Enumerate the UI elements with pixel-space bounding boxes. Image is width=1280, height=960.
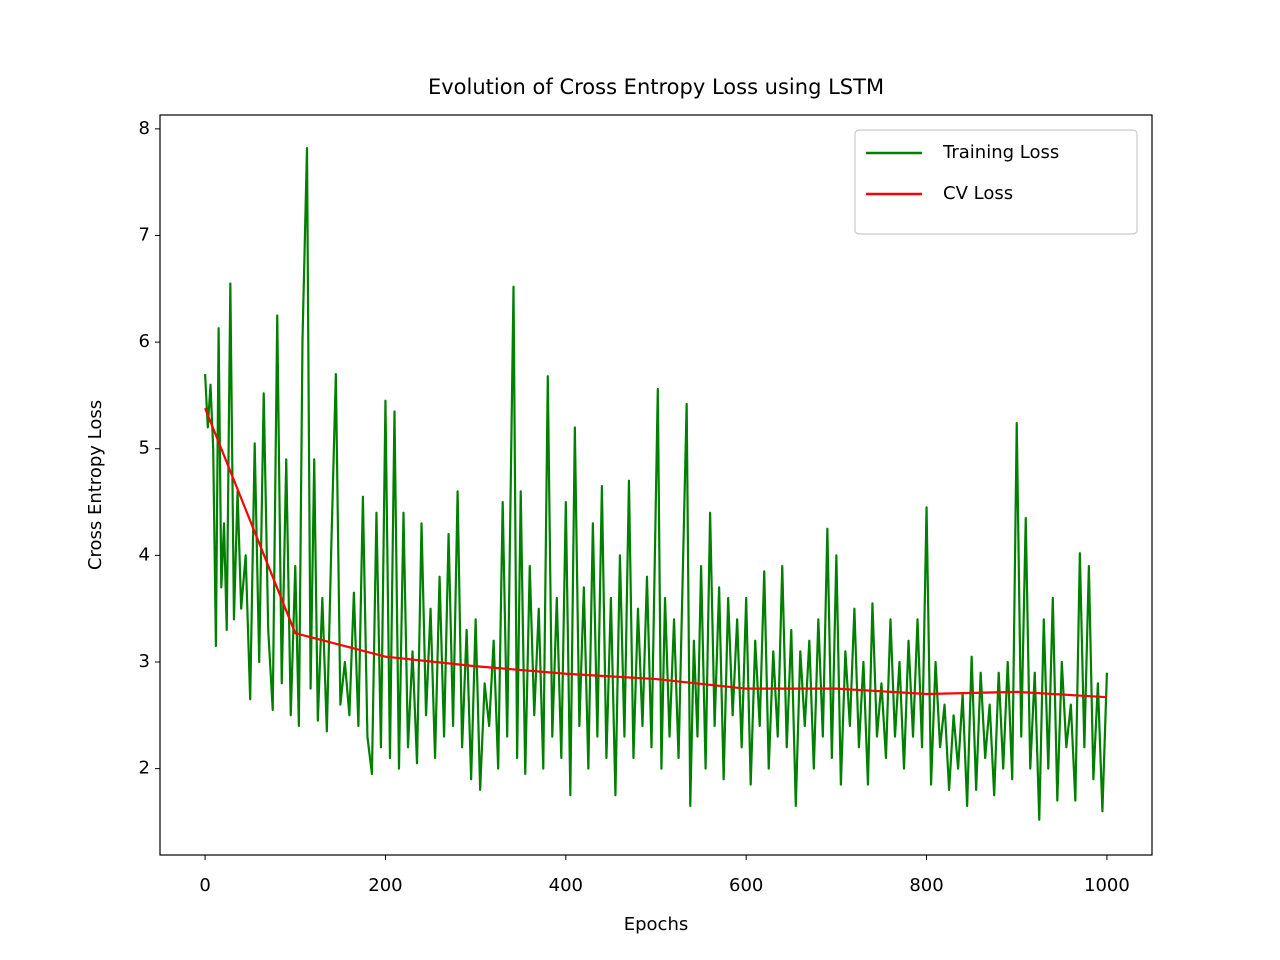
axes-frame — [159, 114, 1153, 856]
x-tick-label: 800 — [909, 875, 943, 896]
y-tick-label: 8 — [139, 118, 150, 139]
legend-box — [854, 129, 1138, 235]
x-axis-label: Epochs — [624, 914, 689, 935]
y-tick-label: 4 — [139, 544, 150, 565]
y-tick-label: 6 — [139, 331, 150, 352]
chart-title: Evolution of Cross Entropy Loss using LS… — [428, 75, 884, 99]
y-tick-label: 2 — [139, 758, 150, 779]
x-tick-label: 200 — [368, 875, 402, 896]
x-tick-label: 600 — [729, 875, 763, 896]
line-series — [204, 407, 1107, 699]
y-axis-label: Cross Entropy Loss — [85, 400, 106, 570]
y-tick-label: 5 — [139, 438, 150, 459]
x-tick-label: 1000 — [1084, 875, 1130, 896]
y-tick-label: 7 — [139, 224, 150, 245]
y-tick-label: 3 — [139, 651, 150, 672]
x-tick-label: 0 — [199, 875, 210, 896]
line-series — [203, 146, 1109, 821]
legend-label: Training Loss — [942, 142, 1059, 163]
legend-label: CV Loss — [943, 183, 1013, 204]
x-tick-label: 400 — [549, 875, 583, 896]
